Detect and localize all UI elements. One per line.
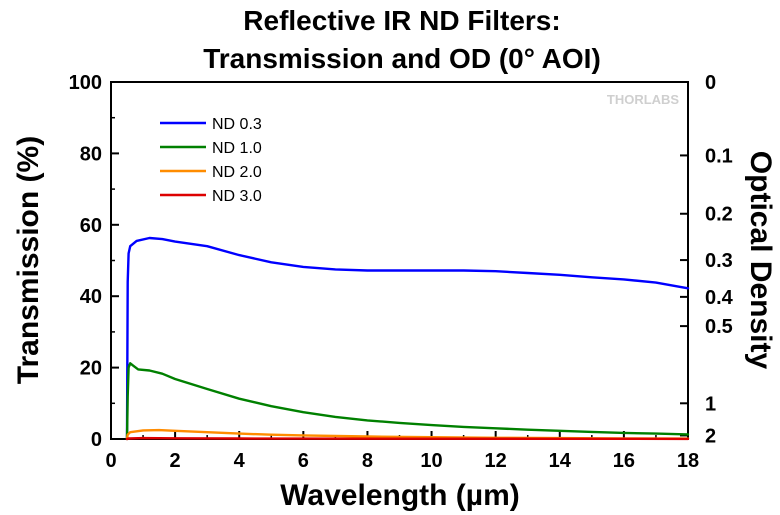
y-axis-label: Transmission (%): [12, 136, 45, 384]
y2-tick-label: 0.4: [705, 287, 734, 309]
series-line-4: [125, 436, 690, 441]
legend: ND 0.3 ND 1.0 ND 2.0 ND 3.0: [154, 106, 274, 208]
thorlabs-logo: THORLABS: [607, 92, 680, 107]
y2-tick-label: 0.1: [705, 145, 733, 167]
y-tick-label: 40: [80, 286, 102, 308]
series-line-2: [125, 362, 690, 441]
x-tick-label: 2: [170, 450, 181, 472]
x-axis: 0 2 4 6 8 10 12 14 16 18: [105, 431, 699, 472]
y-tick-label: 80: [80, 143, 102, 165]
chart-title-line2: Transmission and OD (0° AOI): [203, 43, 601, 74]
legend-label: ND 0.3: [212, 116, 262, 133]
x-tick-label: 4: [234, 450, 246, 472]
x-tick-label: 18: [677, 450, 699, 472]
x-tick-label: 14: [549, 450, 572, 472]
x-tick-label: 12: [485, 450, 507, 472]
y-axis-right: 0 0.1 0.2 0.3 0.4 0.5 1 2: [680, 72, 734, 447]
chart-title-line1: Reflective IR ND Filters:: [243, 5, 560, 36]
y-tick-label: 100: [69, 72, 102, 94]
legend-label: ND 1.0: [212, 140, 262, 157]
y2-tick-label: 1: [705, 393, 716, 415]
series-layer: [125, 236, 690, 441]
y-tick-label: 0: [91, 429, 102, 451]
legend-label: ND 2.0: [212, 164, 262, 181]
y2-tick-label: 0.2: [705, 204, 733, 226]
x-tick-label: 8: [362, 450, 373, 472]
y2-axis-label: Optical Density: [744, 151, 777, 370]
x-tick-label: 0: [105, 450, 116, 472]
y-tick-label: 20: [80, 358, 102, 380]
x-tick-label: 10: [420, 450, 442, 472]
y2-tick-label: 2: [705, 425, 716, 447]
series-line-1: [125, 236, 690, 441]
y2-tick-label: 0.5: [705, 316, 733, 338]
x-tick-label: 6: [298, 450, 309, 472]
legend-label: ND 3.0: [212, 188, 262, 205]
y-tick-label: 60: [80, 215, 102, 237]
y-axis-left: 0 20 40 60 80 100: [69, 72, 119, 451]
x-axis-label: Wavelength (µm): [280, 479, 520, 512]
y2-tick-label: 0.3: [705, 250, 733, 272]
x-tick-label: 16: [613, 450, 635, 472]
y2-tick-label: 0: [705, 72, 716, 94]
